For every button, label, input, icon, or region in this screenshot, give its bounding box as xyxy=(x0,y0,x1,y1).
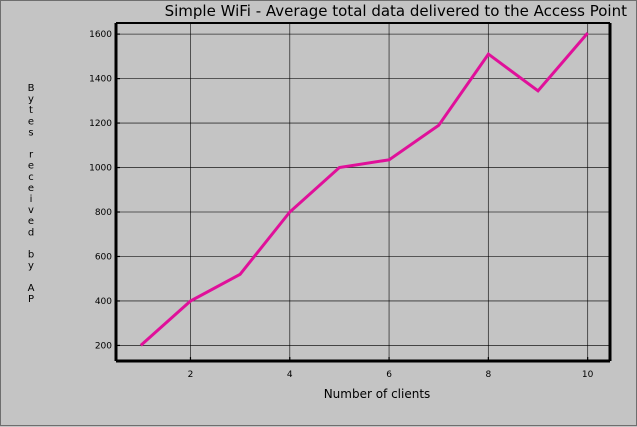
grid-lines xyxy=(116,23,610,361)
y-axis-label-char: e xyxy=(28,161,34,172)
y-axis-label-char: d xyxy=(28,227,34,238)
y-tick-label: 600 xyxy=(95,252,112,262)
y-axis-label-char: v xyxy=(28,205,34,216)
chart-title: Simple WiFi - Average total data deliver… xyxy=(165,2,628,20)
y-tick-label: 200 xyxy=(95,341,112,351)
series-lines xyxy=(139,32,589,347)
series-line xyxy=(139,32,589,347)
plot-frame xyxy=(114,22,612,363)
y-tick-label: 1200 xyxy=(89,119,112,129)
x-tick-label: 6 xyxy=(386,370,392,380)
x-tick-label: 10 xyxy=(582,370,594,380)
y-axis-label-char: t xyxy=(29,105,33,116)
y-axis-label-char: b xyxy=(28,250,34,261)
y-axis-label-char: s xyxy=(28,127,33,138)
y-axis-label-char: A xyxy=(28,283,35,294)
y-axis-label-char: P xyxy=(28,294,34,305)
y-tick-label: 1600 xyxy=(89,30,112,40)
y-axis-label-char: r xyxy=(29,150,34,161)
y-axis-label-char: c xyxy=(28,172,34,183)
y-axis-label-char: y xyxy=(28,261,34,272)
y-axis-label-char: i xyxy=(30,194,33,205)
x-tick-label: 4 xyxy=(287,370,293,380)
x-tick-label: 8 xyxy=(485,370,491,380)
y-axis-label-char: y xyxy=(28,94,34,105)
y-tick-label: 1400 xyxy=(89,75,112,85)
y-tick-label: 400 xyxy=(95,297,112,307)
y-axis-label-char: e xyxy=(28,183,34,194)
y-tick-label: 1000 xyxy=(89,164,112,174)
x-tick-label: 2 xyxy=(188,370,194,380)
x-axis-label: Number of clients xyxy=(324,387,431,401)
y-axis-label-char: e xyxy=(28,216,34,227)
y-axis-label-char: B xyxy=(28,83,35,94)
y-axis-label-char: e xyxy=(28,116,34,127)
y-tick-label: 800 xyxy=(95,208,112,218)
tick-labels: 2 4 6 8 10 200 400 600 800 1000 1200 1400 1600 xyxy=(89,30,594,380)
